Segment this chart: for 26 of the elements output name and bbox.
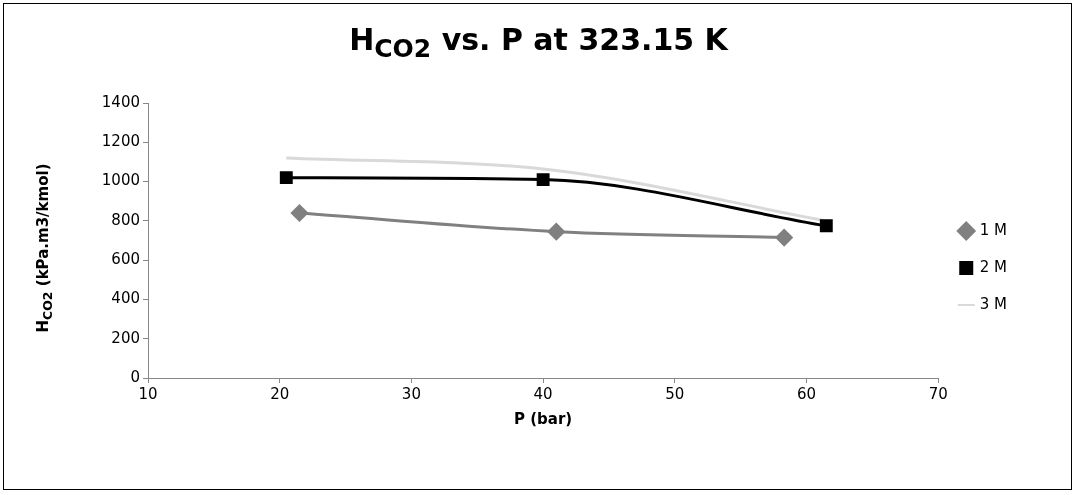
point bbox=[536, 173, 550, 187]
point bbox=[547, 223, 565, 241]
y-tick-label: 600 bbox=[111, 250, 140, 269]
legend-label: 1 M bbox=[979, 220, 1008, 239]
x-tick-label: 70 bbox=[928, 384, 948, 403]
x-tick-label: 40 bbox=[533, 384, 553, 403]
y-tick-label: 400 bbox=[111, 289, 140, 308]
x-axis-title: P (bar) bbox=[514, 409, 573, 428]
y-tick-label: 0 bbox=[130, 367, 140, 386]
y-tick-label: 1000 bbox=[101, 171, 140, 190]
point bbox=[819, 219, 833, 233]
point bbox=[775, 229, 793, 247]
chart-title: H$_{CO2}$ vs. P at 323.15 K bbox=[348, 22, 730, 63]
x-tick-label: 20 bbox=[270, 384, 290, 403]
point bbox=[279, 171, 293, 185]
y-tick-label: 1400 bbox=[101, 92, 140, 111]
y-tick-label: 1200 bbox=[101, 132, 140, 151]
y-tick-label: 800 bbox=[111, 210, 140, 229]
legend-label: 3 M bbox=[979, 294, 1008, 313]
point bbox=[290, 204, 308, 222]
legend-label: 2 M bbox=[979, 257, 1008, 276]
x-tick-label: 60 bbox=[796, 384, 817, 403]
y-tick-label: 200 bbox=[111, 328, 140, 347]
x-tick-label: 50 bbox=[665, 384, 685, 403]
x-tick-label: 10 bbox=[138, 384, 158, 403]
x-tick-label: 30 bbox=[401, 384, 421, 403]
